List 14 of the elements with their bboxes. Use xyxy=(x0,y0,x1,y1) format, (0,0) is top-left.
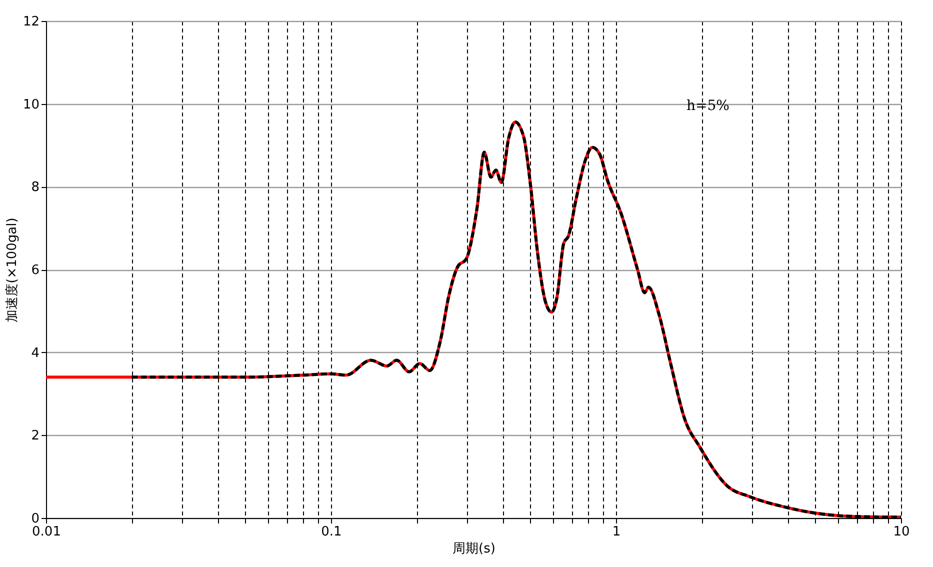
y-tick-label: 10 xyxy=(22,97,40,112)
annotation: h=5% xyxy=(686,98,730,114)
x-tick-label: 0.1 xyxy=(321,524,342,540)
y-axis-title: 加速度(×100gal) xyxy=(4,218,20,322)
y-tick-label: 0 xyxy=(31,512,40,526)
y-tick-label: 4 xyxy=(31,346,40,361)
x-tick-label: 0.01 xyxy=(32,524,61,540)
x-tick-label: 1 xyxy=(612,524,621,540)
y-tick-label: 8 xyxy=(31,180,40,196)
y-tick-label: 12 xyxy=(22,14,40,30)
x-tick-label: 10 xyxy=(893,524,910,540)
y-tick-label: 2 xyxy=(31,428,40,444)
y-tick-label: 6 xyxy=(31,263,40,278)
x-axis-title: 周期(s) xyxy=(452,542,496,556)
